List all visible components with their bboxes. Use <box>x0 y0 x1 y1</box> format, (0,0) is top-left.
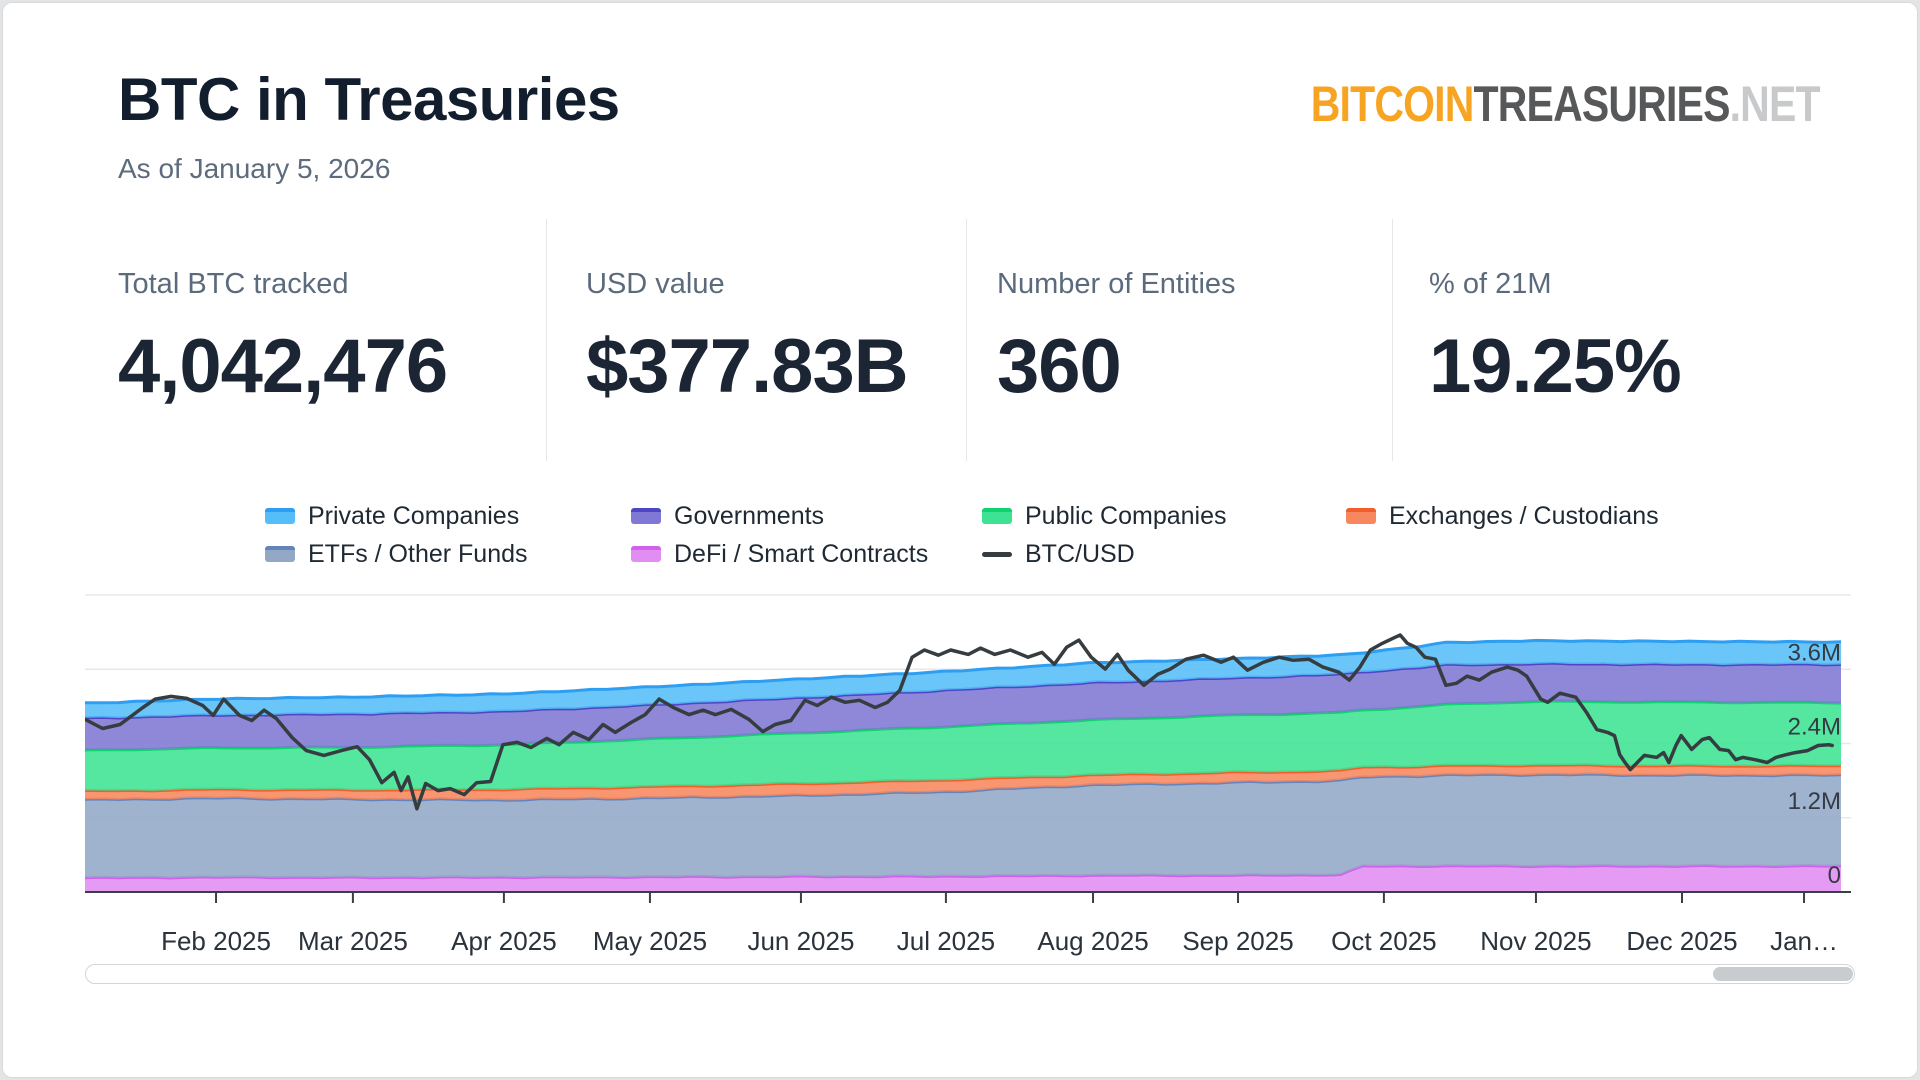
stats-divider <box>1392 219 1393 461</box>
legend-label: Private Companies <box>308 501 520 530</box>
defi-smart-contracts-swatch-icon <box>631 546 661 562</box>
stat-label: Number of Entities <box>997 268 1236 300</box>
x-axis-label: Nov 2025 <box>1480 926 1591 956</box>
chart-canvas[interactable]: Feb 2025 Mar 2025 Apr 2025 May 2025 Jun 2025… <box>83 593 1851 968</box>
stat-label: % of 21M <box>1429 268 1552 300</box>
stats-divider <box>966 219 967 461</box>
y-axis-label: 0 <box>1828 862 1841 889</box>
y-axis-label: 2.4M <box>1788 714 1841 741</box>
x-axis-label: Sep 2025 <box>1182 926 1293 956</box>
area-edge <box>84 661 1842 720</box>
x-axis-label: May 2025 <box>593 926 707 956</box>
chart-scrollbar-track[interactable] <box>85 964 1855 984</box>
y-axis-label: 1.2M <box>1788 788 1841 815</box>
legend-label: Governments <box>674 501 825 530</box>
x-axis-label: Oct 2025 <box>1331 926 1437 956</box>
stat-value: 360 <box>997 324 1122 409</box>
chart-scrollbar-thumb[interactable] <box>1712 966 1853 981</box>
btc-usd-line-swatch-icon <box>982 551 1012 557</box>
legend-item-defi-smart-contracts[interactable]: DeFi / Smart Contracts <box>631 540 928 568</box>
x-axis-label: Aug 2025 <box>1037 926 1148 956</box>
treasuries-stacked-area-chart[interactable]: Feb 2025 Mar 2025 Apr 2025 May 2025 Jun 2025… <box>83 593 1851 968</box>
legend-item-exchanges-custodians[interactable]: Exchanges / Custodians <box>1346 502 1659 530</box>
governments-swatch-icon <box>631 508 661 524</box>
x-axis-label: Jan… <box>1770 926 1838 956</box>
legend-label: ETFs / Other Funds <box>308 539 528 568</box>
area-series-public-companies <box>85 701 1841 791</box>
stat-value: 19.25% <box>1429 324 1682 409</box>
stat-entities: Number of Entities 360 <box>997 267 1236 409</box>
legend-label: DeFi / Smart Contracts <box>674 539 929 568</box>
area-series-governments <box>85 663 1841 750</box>
exchanges-custodians-swatch-icon <box>1346 508 1376 524</box>
page-title: BTC in Treasuries <box>118 66 620 133</box>
stat-usd-value: USD value $377.83B <box>586 267 909 409</box>
legend-label: BTC/USD <box>1025 539 1135 568</box>
legend-item-private-companies[interactable]: Private Companies <box>265 502 519 530</box>
stat-total-btc: Total BTC tracked 4,042,476 <box>118 267 448 409</box>
x-axis-label: Mar 2025 <box>298 926 408 956</box>
area-edge <box>85 638 1842 705</box>
x-axis-label: Jun 2025 <box>747 926 854 956</box>
x-axis-label: Dec 2025 <box>1626 926 1737 956</box>
x-axis-label: Apr 2025 <box>451 926 557 956</box>
area-series-defi-smart-contracts <box>85 865 1841 892</box>
legend-item-public-companies[interactable]: Public Companies <box>982 502 1227 530</box>
private-companies-swatch-icon <box>265 508 295 524</box>
legend-label: Public Companies <box>1025 501 1227 530</box>
legend-item-governments[interactable]: Governments <box>631 502 824 530</box>
stat-value: $377.83B <box>586 324 909 409</box>
stat-label: Total BTC tracked <box>118 268 349 300</box>
brand-logo-bitcoin: BITCOIN <box>1311 76 1475 132</box>
brand-logo-net: .NET <box>1729 76 1821 132</box>
brand-logo-treasuries: TREASURIES <box>1473 76 1731 132</box>
legend-item-etfs-other-funds[interactable]: ETFs / Other Funds <box>265 540 528 568</box>
stat-pct-21m: % of 21M 19.25% <box>1429 267 1682 409</box>
brand-logo[interactable]: BITCOINTREASURIES.NET <box>1311 75 1821 133</box>
stats-divider <box>546 219 547 461</box>
btcusd-line <box>83 633 1834 811</box>
legend-label: Exchanges / Custodians <box>1389 501 1659 530</box>
area-series-private-companies <box>85 640 1841 718</box>
etfs-other-funds-swatch-icon <box>265 546 295 562</box>
y-axis-label: 3.6M <box>1788 639 1841 666</box>
x-axis-label: Jul 2025 <box>897 926 995 956</box>
stat-label: USD value <box>586 268 725 300</box>
page-subtitle: As of January 5, 2026 <box>118 153 391 184</box>
stat-value: 4,042,476 <box>118 324 448 409</box>
x-axis-label: Feb 2025 <box>161 926 271 956</box>
public-companies-swatch-icon <box>982 508 1012 524</box>
legend-item-btc-usd[interactable]: BTC/USD <box>982 540 1135 568</box>
area-series-exchanges-custodians <box>85 764 1841 801</box>
area-edge <box>84 699 1842 752</box>
